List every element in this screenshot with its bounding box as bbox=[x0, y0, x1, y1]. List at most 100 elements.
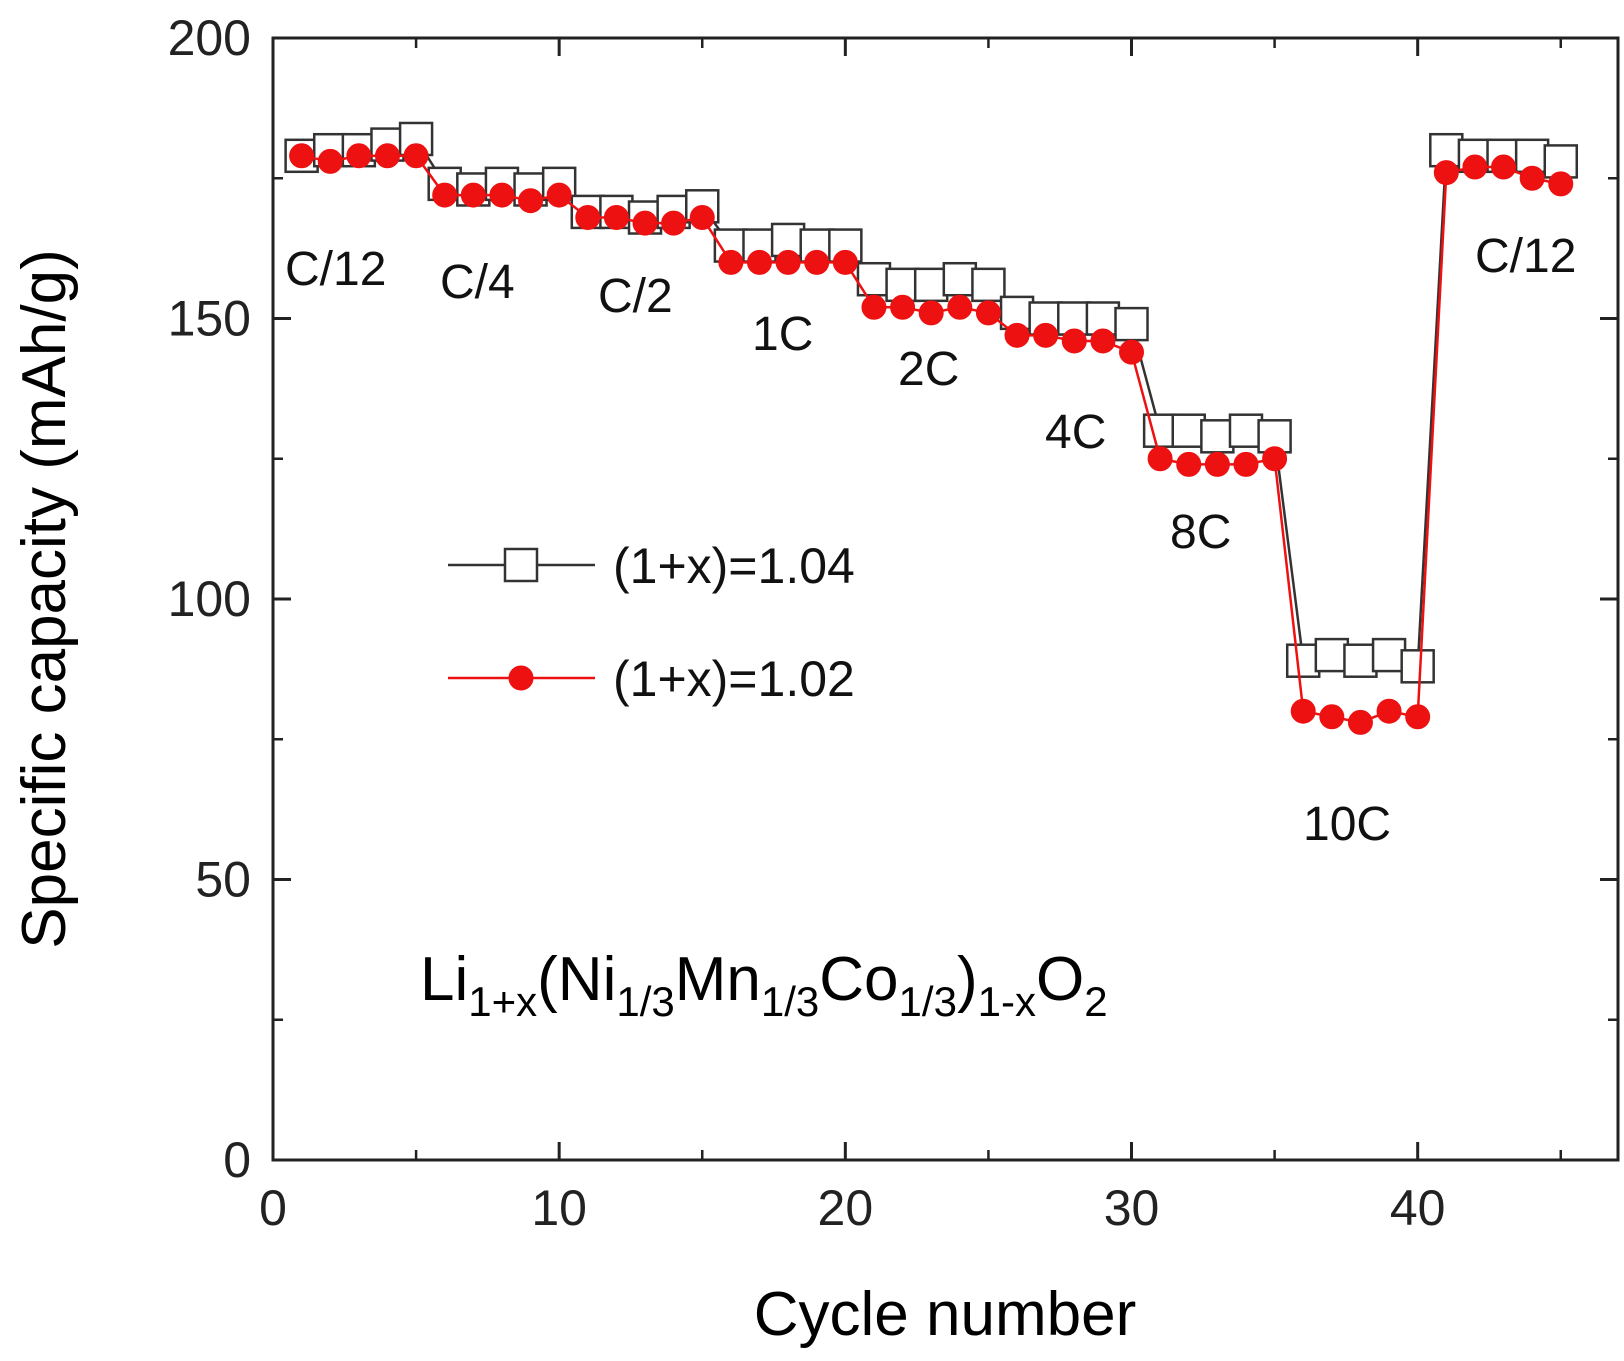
formula-subscript: 1/3 bbox=[616, 978, 674, 1025]
circle-marker bbox=[689, 205, 715, 231]
legend-circle-marker bbox=[508, 665, 534, 691]
compound-formula: Li1+x(Ni1/3Mn1/3Co1/3)1-xO2 bbox=[420, 945, 1108, 1025]
square-marker bbox=[1200, 419, 1235, 454]
x-tick-label: 10 bbox=[531, 1180, 587, 1236]
circle-marker bbox=[1004, 322, 1030, 348]
formula-part: Co bbox=[819, 945, 898, 1014]
legend-square-marker bbox=[503, 547, 539, 583]
x-tick-label: 30 bbox=[1104, 1180, 1160, 1236]
circle-marker bbox=[1204, 451, 1230, 477]
y-tick-label: 0 bbox=[223, 1132, 251, 1188]
circle-marker bbox=[718, 249, 744, 275]
rate-label: 8C bbox=[1170, 506, 1231, 559]
rate-label: C/4 bbox=[440, 256, 515, 309]
x-axis-title: Cycle number bbox=[754, 1280, 1136, 1349]
circle-marker bbox=[1433, 160, 1459, 186]
circle-marker bbox=[1548, 171, 1574, 197]
formula-subscript: 1/3 bbox=[899, 978, 957, 1025]
square-marker bbox=[1343, 643, 1378, 678]
circle-marker bbox=[1290, 698, 1316, 724]
square-marker bbox=[942, 261, 978, 297]
circle-marker bbox=[1462, 154, 1488, 180]
circle-marker bbox=[575, 205, 601, 231]
circle-marker bbox=[661, 210, 687, 236]
rate-label: 10C bbox=[1303, 798, 1391, 851]
x-tick-label: 40 bbox=[1390, 1180, 1446, 1236]
circle-marker bbox=[346, 143, 372, 169]
rate-label: 4C bbox=[1045, 406, 1106, 459]
circle-marker bbox=[289, 143, 315, 169]
y-tick-label: 150 bbox=[168, 291, 251, 347]
rate-label: 2C bbox=[898, 343, 959, 396]
circle-marker bbox=[1491, 154, 1517, 180]
series-layer bbox=[284, 121, 1579, 735]
circle-marker bbox=[374, 143, 400, 169]
formula-subscript: 1+x bbox=[468, 978, 537, 1025]
square-marker bbox=[971, 267, 1006, 303]
circle-marker bbox=[1090, 328, 1116, 354]
circle-marker bbox=[632, 210, 658, 236]
circle-marker bbox=[1233, 451, 1259, 477]
ticks-layer: 0 10 20 30 40 0 50 100 150 200 bbox=[168, 10, 1618, 1236]
y-tick-label: 50 bbox=[195, 852, 251, 908]
square-marker bbox=[1371, 637, 1407, 673]
rate-label: C/12 bbox=[285, 243, 386, 296]
circle-marker bbox=[804, 249, 830, 275]
y-axis-title: Specific capacity (mAh/g) bbox=[10, 249, 79, 948]
square-marker bbox=[1314, 637, 1350, 673]
square-marker bbox=[913, 267, 949, 303]
formula-part: ) bbox=[957, 945, 978, 1014]
circle-marker bbox=[975, 300, 1001, 326]
x-tick-label: 20 bbox=[818, 1180, 874, 1236]
circle-marker bbox=[1347, 709, 1373, 735]
square-marker bbox=[1114, 306, 1149, 342]
circle-marker bbox=[1176, 451, 1202, 477]
circle-marker bbox=[460, 182, 486, 208]
y-tick-label: 100 bbox=[168, 571, 251, 627]
legend-label: (1+x)=1.04 bbox=[613, 538, 855, 594]
x-tick-label: 0 bbox=[259, 1180, 287, 1236]
formula-part: O bbox=[1036, 945, 1084, 1014]
circle-marker bbox=[947, 294, 973, 320]
formula-subscript: 1-x bbox=[978, 978, 1036, 1025]
formula-part: (Ni bbox=[537, 945, 616, 1014]
y-tick-label: 200 bbox=[168, 10, 251, 66]
formula-part: Mn bbox=[675, 945, 761, 1014]
circle-marker bbox=[603, 205, 629, 231]
formula-subscript: 2 bbox=[1084, 978, 1107, 1025]
legend-label: (1+x)=1.02 bbox=[613, 651, 855, 707]
circle-marker bbox=[432, 182, 458, 208]
circle-marker bbox=[1376, 698, 1402, 724]
circle-marker bbox=[1262, 446, 1288, 472]
formula-part: Li bbox=[420, 945, 468, 1014]
circle-marker bbox=[518, 188, 544, 214]
rate-label: C/12 bbox=[1475, 230, 1576, 283]
rate-annotations: C/12 C/4 C/2 1C 2C 4C 8C 10C C/12 bbox=[285, 230, 1576, 851]
circle-marker bbox=[1119, 339, 1145, 365]
circle-marker bbox=[832, 249, 858, 275]
circle-marker bbox=[1319, 704, 1345, 730]
square-marker bbox=[1228, 413, 1264, 448]
square-marker bbox=[1400, 649, 1435, 684]
rate-label: C/2 bbox=[598, 270, 673, 323]
circle-marker bbox=[1405, 704, 1431, 730]
circle-marker bbox=[918, 300, 944, 326]
circle-marker bbox=[403, 143, 429, 169]
circle-marker bbox=[1147, 446, 1173, 472]
circle-marker bbox=[489, 182, 515, 208]
square-marker bbox=[1285, 643, 1321, 678]
circle-marker bbox=[775, 249, 801, 275]
formula-subscript: 1/3 bbox=[761, 978, 819, 1025]
circle-marker bbox=[317, 148, 343, 174]
circle-marker bbox=[1033, 322, 1059, 348]
rate-label: 1C bbox=[752, 308, 813, 361]
circle-marker bbox=[890, 294, 916, 320]
circle-marker bbox=[1061, 328, 1087, 354]
circle-marker bbox=[746, 249, 772, 275]
circle-marker bbox=[861, 294, 887, 320]
square-marker bbox=[1171, 413, 1206, 448]
legend: (1+x)=1.04 (1+x)=1.02 bbox=[448, 538, 855, 707]
circle-marker bbox=[1519, 165, 1545, 191]
